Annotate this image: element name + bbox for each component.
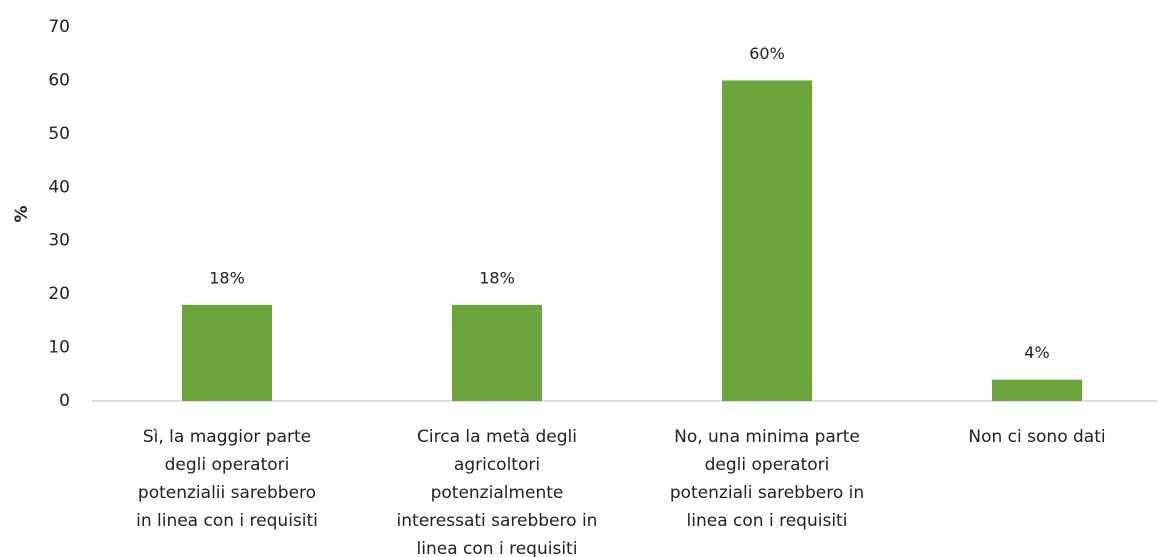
x-tick-label: Circa la metà degli agricoltori potenzialm… bbox=[397, 427, 598, 557]
y-tick-label: 60 bbox=[48, 70, 70, 90]
x-tick-label: No, una minima parte degli operatori poten… bbox=[670, 427, 864, 531]
x-tick-label-line: degli operatori bbox=[165, 455, 290, 475]
value-label: 18% bbox=[209, 268, 245, 287]
y-tick-label: 40 bbox=[48, 177, 70, 197]
value-label: 18% bbox=[479, 268, 515, 287]
bar bbox=[452, 304, 542, 401]
value-label: 60% bbox=[749, 44, 785, 63]
x-tick-label-line: linea con i requisiti bbox=[417, 539, 578, 557]
x-tick-label-line: Sì, la maggior parte bbox=[143, 427, 311, 447]
x-tick-label-line: agricoltori bbox=[454, 455, 540, 475]
x-tick-label-line: No, una minima parte bbox=[674, 427, 860, 447]
bar bbox=[992, 379, 1082, 401]
x-tick-label-line: interessati sarebbero in bbox=[397, 511, 598, 531]
bar bbox=[182, 304, 272, 401]
x-tick-label: Sì, la maggior parte degli operatori poten… bbox=[136, 427, 318, 531]
bar bbox=[722, 80, 812, 401]
x-tick-label-line: linea con i requisiti bbox=[687, 511, 848, 531]
x-tick-label-line: Circa la metà degli bbox=[417, 427, 577, 447]
x-tick-label-line: potenzialmente bbox=[431, 483, 564, 503]
y-tick-label: 10 bbox=[48, 338, 70, 358]
y-tick-label: 0 bbox=[59, 391, 70, 411]
x-tick-label-line: potenziali sarebbero in bbox=[670, 483, 864, 503]
y-tick-label: 20 bbox=[48, 284, 70, 304]
y-tick-label: 70 bbox=[48, 17, 70, 37]
y-tick-label: 50 bbox=[48, 124, 70, 144]
x-tick-label: Non ci sono dati bbox=[968, 427, 1105, 447]
value-label: 4% bbox=[1024, 343, 1049, 362]
y-axis-label: % bbox=[12, 205, 32, 222]
x-tick-label-line: degli operatori bbox=[705, 455, 830, 475]
y-tick-label: 30 bbox=[48, 231, 70, 251]
x-tick-label-line: potenzialii sarebbero bbox=[138, 483, 316, 503]
x-tick-label-line: Non ci sono dati bbox=[968, 427, 1105, 447]
x-tick-label-line: in linea con i requisiti bbox=[136, 511, 318, 531]
